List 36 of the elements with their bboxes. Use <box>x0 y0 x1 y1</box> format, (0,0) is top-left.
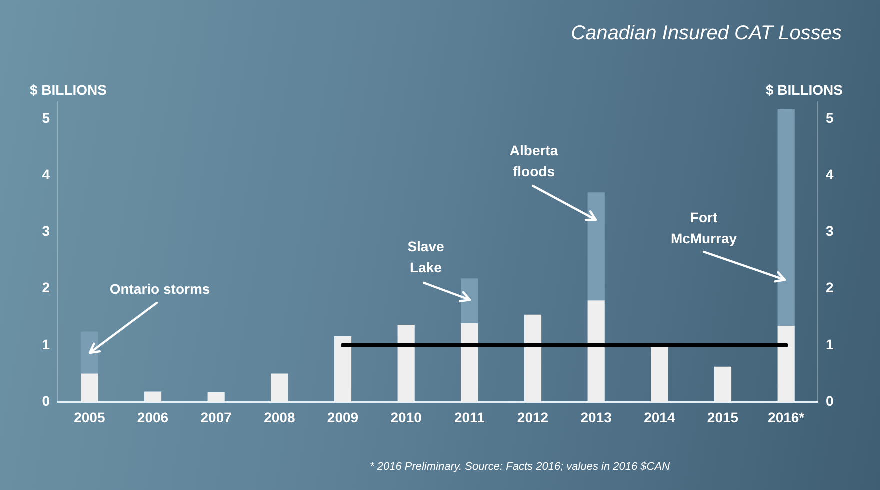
x-tick-label: 2005 <box>74 409 106 426</box>
x-tick-label: 2013 <box>580 409 612 426</box>
annotation: Fort McMurray <box>670 209 738 246</box>
y2-tick-label: 5 <box>826 110 834 126</box>
annotation: Ontario storms <box>110 280 210 297</box>
annotation: Alberta floods <box>510 142 558 180</box>
y2-tick-label: 3 <box>826 223 834 240</box>
x-tick-label: 2015 <box>707 409 739 426</box>
x-tick-label: 2006 <box>137 409 169 426</box>
x-tick-label: 2012 <box>517 409 549 426</box>
bar <box>81 332 98 374</box>
y2-tick-label: 4 <box>826 166 834 182</box>
x-tick-label: 2016* <box>768 409 806 426</box>
x-tick-label: 2008 <box>264 409 296 426</box>
x-tick-label: 2011 <box>454 409 486 426</box>
x-tick-label: 2007 <box>200 409 232 426</box>
y2-tick-label: 2 <box>826 280 834 296</box>
y2-tick-label: 1 <box>826 336 834 352</box>
bar <box>588 192 605 301</box>
text: * 2016 Preliminary. Source: Facts 2016; values in 2016 $CAN <box>370 461 670 474</box>
y2-tick-label: 0 <box>826 392 834 409</box>
bar <box>461 278 478 324</box>
x-tick-label: 2009 <box>327 409 359 426</box>
y-tick-label: 1 <box>42 336 50 352</box>
y-tick-label: 2 <box>42 280 50 296</box>
annotation: Slave Lake <box>408 238 445 276</box>
bar <box>778 109 795 326</box>
x-tick-label: 2014 <box>644 409 676 426</box>
x-tick-label: 2010 <box>390 409 422 426</box>
y-tick-label: 5 <box>42 110 50 126</box>
chart-title: Canadian Insured CAT Losses <box>571 22 842 45</box>
y-tick-label: 0 <box>42 392 50 409</box>
y-tick-label: 4 <box>42 166 50 182</box>
y-tick-label: 3 <box>42 223 50 240</box>
y-axis-title: $ BILLIONS <box>30 82 108 98</box>
y2-axis-title: $ BILLIONS <box>766 82 843 98</box>
